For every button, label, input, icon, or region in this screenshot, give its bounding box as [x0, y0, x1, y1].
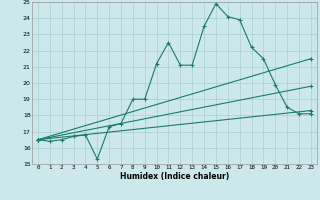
X-axis label: Humidex (Indice chaleur): Humidex (Indice chaleur)	[120, 172, 229, 181]
